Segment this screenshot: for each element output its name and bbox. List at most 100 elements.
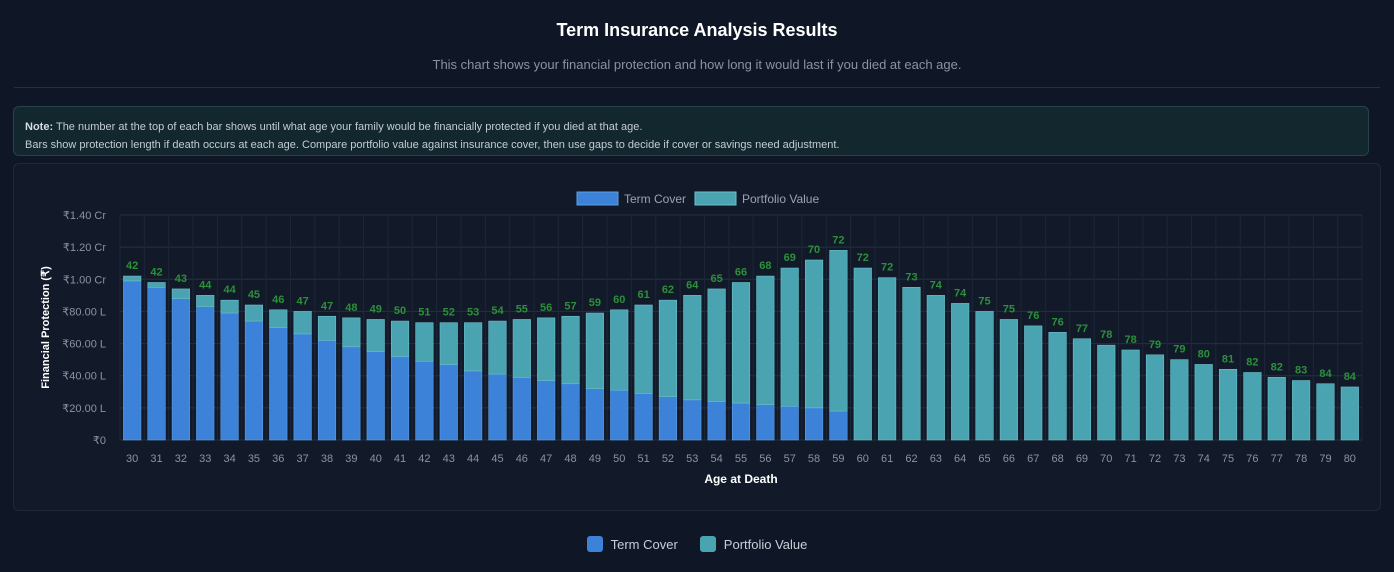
bar-protection-age-label: 78 <box>1100 329 1112 341</box>
note-box: Note: The number at the top of each bar … <box>13 106 1369 156</box>
x-tick-label: 60 <box>857 453 869 465</box>
bar-portfolio-value <box>561 315 580 385</box>
x-axis-title: Age at Death <box>704 472 777 486</box>
note-label: Note: <box>25 121 54 133</box>
chart-legend-label: Term Cover <box>624 192 686 206</box>
bar-protection-age-label: 77 <box>1076 323 1088 335</box>
bar-portfolio-value <box>196 295 215 307</box>
x-tick-label: 78 <box>1295 453 1307 465</box>
bar-protection-age-label: 56 <box>540 302 552 314</box>
bar-portfolio-value <box>926 295 945 441</box>
x-tick-label: 42 <box>418 453 430 465</box>
bar-term-cover <box>366 351 385 441</box>
bar-term-cover <box>220 312 239 441</box>
x-tick-label: 66 <box>1003 453 1015 465</box>
note-line-1-text: The number at the top of each bar shows … <box>55 121 643 133</box>
bar-portfolio-value <box>537 317 556 381</box>
bar-portfolio-value <box>512 319 531 378</box>
bar-portfolio-value <box>683 295 702 401</box>
x-tick-label: 53 <box>686 453 698 465</box>
x-tick-label: 46 <box>516 453 528 465</box>
chart-panel: ₹0 ₹20.00 L ₹40.00 L ₹60.00 L ₹80.00 L ₹1.00 … <box>13 163 1381 511</box>
bar-protection-age-label: 65 <box>711 273 723 285</box>
x-tick-label: 62 <box>905 453 917 465</box>
bar-portfolio-value <box>804 259 824 409</box>
bar-portfolio-value <box>220 299 239 314</box>
bar-protection-age-label: 46 <box>272 294 284 306</box>
x-tick-label: 61 <box>881 453 893 465</box>
bar-portfolio-value <box>634 304 653 394</box>
x-tick-label: 32 <box>175 453 187 465</box>
y-tick-label: ₹1.40 Cr <box>63 210 106 222</box>
x-tick-label: 31 <box>150 453 162 465</box>
bar-protection-age-label: 74 <box>930 279 943 291</box>
x-tick-label: 64 <box>954 453 966 465</box>
header-divider <box>14 87 1380 88</box>
bottom-legend-term-cover[interactable]: Term Cover <box>586 536 678 552</box>
bar-protection-age-label: 57 <box>564 300 576 312</box>
bar-protection-age-label: 44 <box>199 279 212 291</box>
bar-term-cover <box>829 410 848 441</box>
bar-protection-age-label: 72 <box>881 262 893 274</box>
bar-term-cover <box>610 389 629 441</box>
bar-term-cover <box>464 370 483 441</box>
bar-protection-age-label: 81 <box>1222 353 1234 365</box>
bottom-legend-portfolio-label: Portfolio Value <box>723 536 808 552</box>
x-tick-label: 30 <box>126 453 138 465</box>
bar-protection-age-label: 78 <box>1125 334 1137 346</box>
bar-portfolio-value <box>317 315 337 341</box>
bar-protection-age-label: 51 <box>418 307 430 319</box>
bar-protection-age-label: 60 <box>613 294 625 306</box>
bar-term-cover <box>415 360 434 441</box>
bar-protection-age-label: 82 <box>1246 357 1258 369</box>
x-tick-label: 44 <box>467 453 479 465</box>
x-tick-label: 65 <box>978 453 990 465</box>
x-tick-label: 67 <box>1027 453 1039 465</box>
bar-protection-age-label: 62 <box>662 284 674 296</box>
bar-portfolio-value <box>610 309 629 391</box>
bar-protection-age-label: 79 <box>1173 344 1185 356</box>
protection-chart: ₹0 ₹20.00 L ₹40.00 L ₹60.00 L ₹80.00 L ₹1.00 … <box>40 191 1363 486</box>
bar-term-cover <box>147 287 166 441</box>
bar-portfolio-value <box>1292 380 1311 441</box>
bar-protection-age-label: 72 <box>857 252 869 264</box>
bar-portfolio-value <box>1194 364 1213 441</box>
bar-portfolio-value <box>488 320 507 375</box>
x-tick-label: 33 <box>199 453 211 465</box>
bar-term-cover <box>293 333 312 441</box>
bar-portfolio-value <box>147 282 166 288</box>
bottom-legend-portfolio[interactable]: Portfolio Value <box>699 536 808 552</box>
bar-portfolio-value <box>658 299 678 397</box>
bar-protection-age-label: 52 <box>443 307 455 319</box>
bar-term-cover <box>634 393 653 441</box>
x-tick-label: 58 <box>808 453 820 465</box>
bar-portfolio-value <box>1316 383 1335 441</box>
bar-portfolio-value <box>829 250 848 412</box>
x-tick-label: 59 <box>832 453 844 465</box>
bar-portfolio-value <box>244 304 264 322</box>
bar-portfolio-value <box>1097 344 1116 441</box>
bar-protection-age-label: 54 <box>491 305 504 317</box>
bar-protection-age-label: 66 <box>735 267 747 279</box>
bottom-legend: Term Cover Portfolio Value <box>0 534 1394 554</box>
x-tick-label: 48 <box>564 453 576 465</box>
bar-protection-age-label: 49 <box>370 303 382 315</box>
x-tick-label: 80 <box>1344 453 1356 465</box>
bar-term-cover <box>123 280 142 441</box>
x-tick-label: 55 <box>735 453 747 465</box>
bar-portfolio-value <box>878 277 897 441</box>
x-tick-label: 73 <box>1173 453 1185 465</box>
bar-portfolio-value <box>707 288 726 402</box>
bar-term-cover <box>658 396 678 441</box>
bar-protection-age-label: 59 <box>589 297 601 309</box>
bar-protection-age-label: 73 <box>905 271 917 283</box>
bar-protection-age-label: 42 <box>150 267 162 279</box>
bar-portfolio-value <box>1218 368 1238 441</box>
bar-portfolio-value <box>853 267 872 441</box>
bar-protection-age-label: 68 <box>759 260 771 272</box>
bar-protection-age-label: 84 <box>1319 368 1332 380</box>
bar-portfolio-value <box>269 309 288 328</box>
y-tick-label: ₹1.00 Cr <box>63 274 106 286</box>
bar-portfolio-value <box>390 320 410 357</box>
x-tick-label: 38 <box>321 453 333 465</box>
